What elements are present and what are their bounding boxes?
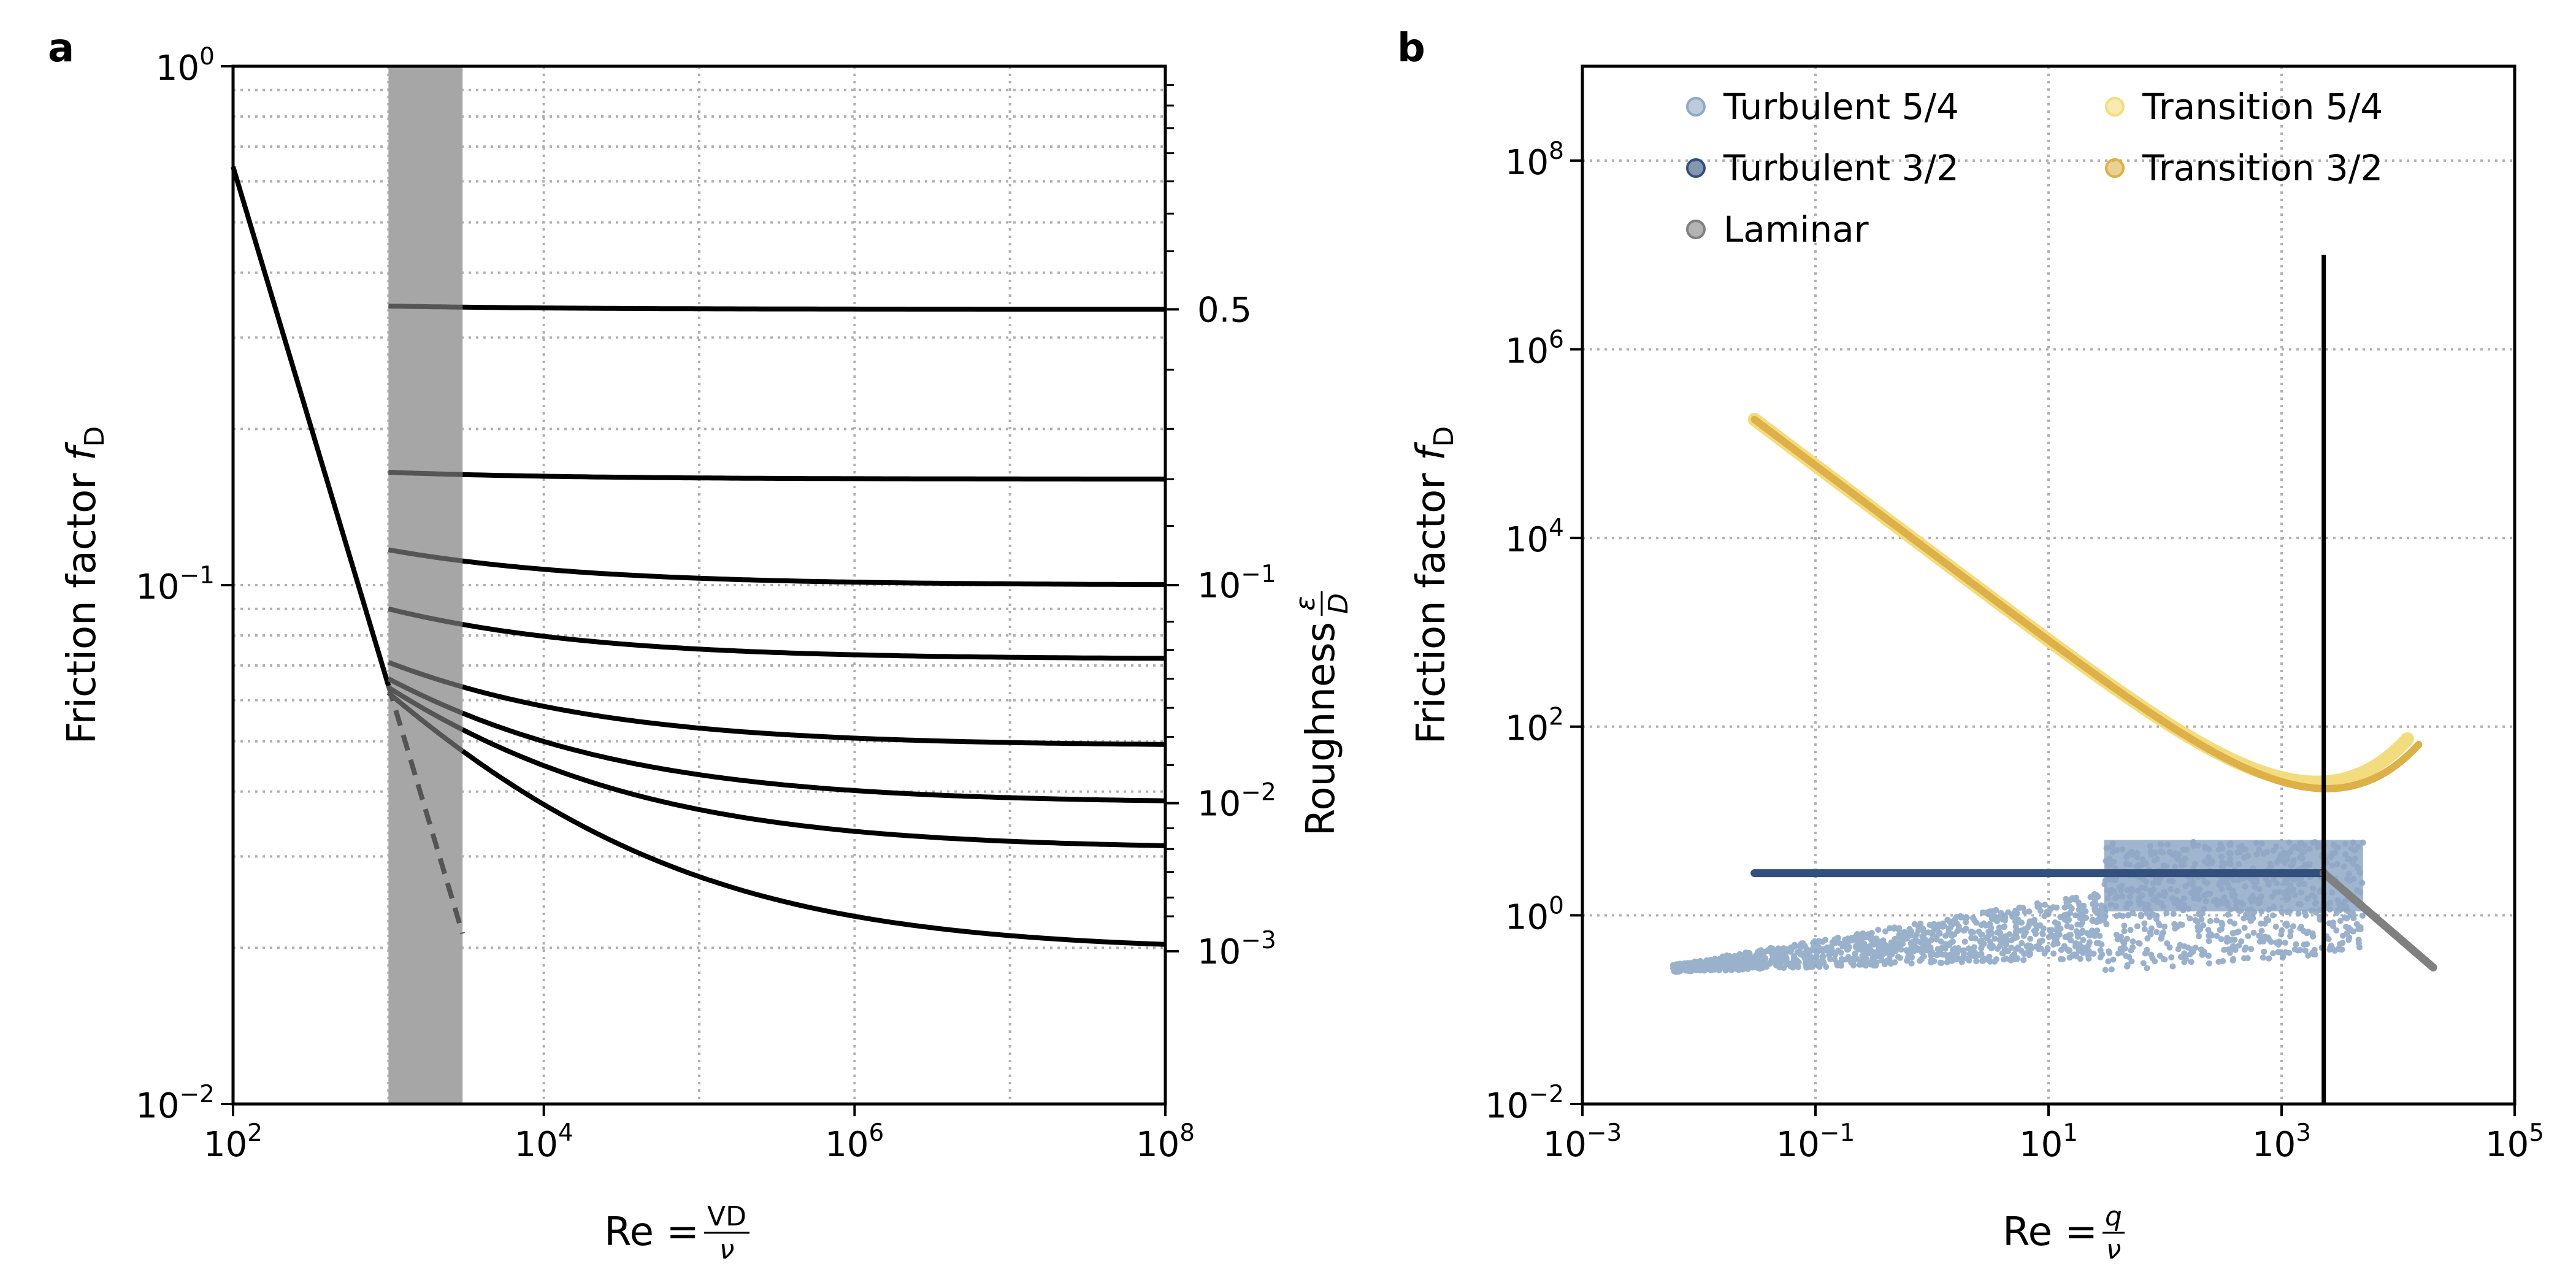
roughness-curve [461, 710, 1166, 803]
roughness-curve-band-segment [387, 677, 464, 716]
x-tick-label: 106 [825, 1119, 884, 1165]
panel-a-label: a [48, 26, 74, 71]
x-tick-label: 104 [515, 1119, 573, 1165]
y-tick-label: 100 [1505, 892, 1564, 937]
legend-label: Transition 3/2 [2142, 147, 2383, 189]
panel-a-ticks: 102 104 106 108 10−2 10−1 100 [136, 43, 1195, 1165]
svg-text:Roughness: Roughness [1298, 622, 1344, 836]
series-transition-5-4 [1747, 413, 2414, 789]
panel-b-legend: Turbulent 5/4 Turbulent 3/2 Laminar Transit… [1686, 86, 2383, 250]
panel-a-series [231, 166, 1166, 947]
panel-a: a 102 104 106 108 10−2 10−1 100 0.5 10−1 10−2 10−… [48, 26, 1354, 1265]
x-tick-label: 102 [204, 1119, 263, 1165]
legend-label: Turbulent 5/4 [1723, 86, 1959, 128]
y-tick-label: 10−2 [136, 1081, 215, 1126]
series-transition-3-2 [1750, 416, 2423, 792]
legend-entry: Turbulent 3/2 [1686, 147, 1959, 189]
x-tick-label: 10−1 [1776, 1119, 1855, 1165]
legend-label: Transition 5/4 [2142, 86, 2383, 128]
y-tick-label: 10−2 [1485, 1081, 1564, 1126]
roughness-curve-band-segment [388, 547, 463, 564]
roughness-curve-band-segment [386, 691, 464, 753]
roughness-curve-band-segment [388, 304, 463, 310]
roughness-curve [461, 749, 1166, 947]
roughness-curve [462, 558, 1165, 588]
y-tick-label: 102 [1505, 703, 1564, 749]
laminar-line [231, 166, 391, 687]
panel-a-right-axis-label: Roughness ε D [1290, 591, 1354, 836]
roughness-curve [462, 684, 1165, 747]
legend-marker [1686, 220, 1706, 239]
x-tick-label: 105 [2485, 1119, 2544, 1165]
x-tick-label: 108 [1136, 1119, 1195, 1165]
x-tick-label: 10−3 [1543, 1119, 1622, 1165]
right-tick-label: 10−1 [1197, 561, 1276, 606]
panel-b-ticks: 10−3 10−1 101 103 105 10−2 100 102 104 106 108 [1485, 137, 2544, 1165]
legend-marker [2105, 158, 2125, 178]
series-laminar [2320, 869, 2437, 972]
x-tick-label: 103 [2252, 1119, 2311, 1165]
x-tick-label: 101 [2019, 1119, 2078, 1165]
svg-text:q: q [2105, 1201, 2122, 1232]
legend-label: Laminar [1723, 209, 1869, 250]
panel-b-y-axis-label: Friction factor fD [1409, 426, 1460, 745]
svg-text:VD: VD [707, 1201, 746, 1232]
svg-text:ν: ν [2106, 1234, 2122, 1265]
series-turbulent-5-4 [1669, 838, 2366, 975]
roughness-curve-band-segment [388, 606, 463, 627]
svg-text:Re =: Re = [604, 1209, 699, 1255]
laminar-extension-line [386, 684, 466, 935]
roughness-curve [462, 472, 1166, 482]
y-tick-label: 10−1 [136, 562, 215, 607]
panel-b-label: b [1397, 26, 1425, 71]
right-tick-label: 10−3 [1197, 927, 1276, 972]
roughness-curve-band-segment [387, 685, 464, 732]
y-tick-label: 100 [156, 43, 215, 88]
svg-text:ν: ν [719, 1234, 735, 1265]
svg-text:ε: ε [1290, 596, 1321, 611]
legend-entry: Laminar [1686, 209, 1869, 250]
y-tick-label: 108 [1505, 137, 1564, 183]
panel-a-y-axis-label: Friction factor fD [59, 426, 110, 745]
roughness-curve [462, 304, 1165, 312]
legend-entry: Turbulent 5/4 [1686, 86, 1959, 128]
legend-marker [1686, 158, 1706, 178]
right-tick-label: 0.5 [1197, 290, 1252, 330]
panel-a-shaded-band [388, 66, 463, 1104]
legend-entry: Transition 5/4 [2105, 86, 2383, 128]
legend-marker [1686, 97, 1706, 117]
roughness-curve-band-segment [387, 660, 464, 689]
roughness-curve [462, 622, 1166, 661]
right-tick-label: 10−2 [1197, 779, 1276, 824]
y-tick-label: 104 [1505, 515, 1564, 560]
legend-marker [2105, 97, 2125, 117]
panel-b-x-axis-label: Re = q ν [2003, 1201, 2125, 1265]
legend-label: Turbulent 3/2 [1723, 147, 1959, 189]
roughness-curve-band-segment [388, 470, 463, 477]
svg-text:Re =: Re = [2003, 1209, 2098, 1255]
legend-entry: Transition 3/2 [2105, 147, 2383, 189]
panel-a-x-axis-label: Re = VD ν [604, 1201, 749, 1265]
panel-b-series [1669, 255, 2437, 1104]
roughness-curve [461, 727, 1166, 848]
svg-text:D: D [1323, 593, 1354, 614]
y-tick-label: 106 [1505, 326, 1564, 371]
panel-b: b 10−3 10−1 101 103 105 10−2 100 102 104 106 108 T… [1397, 26, 2544, 1265]
panel-a-right-axis: 0.5 10−1 10−2 10−3 [1165, 84, 1276, 972]
